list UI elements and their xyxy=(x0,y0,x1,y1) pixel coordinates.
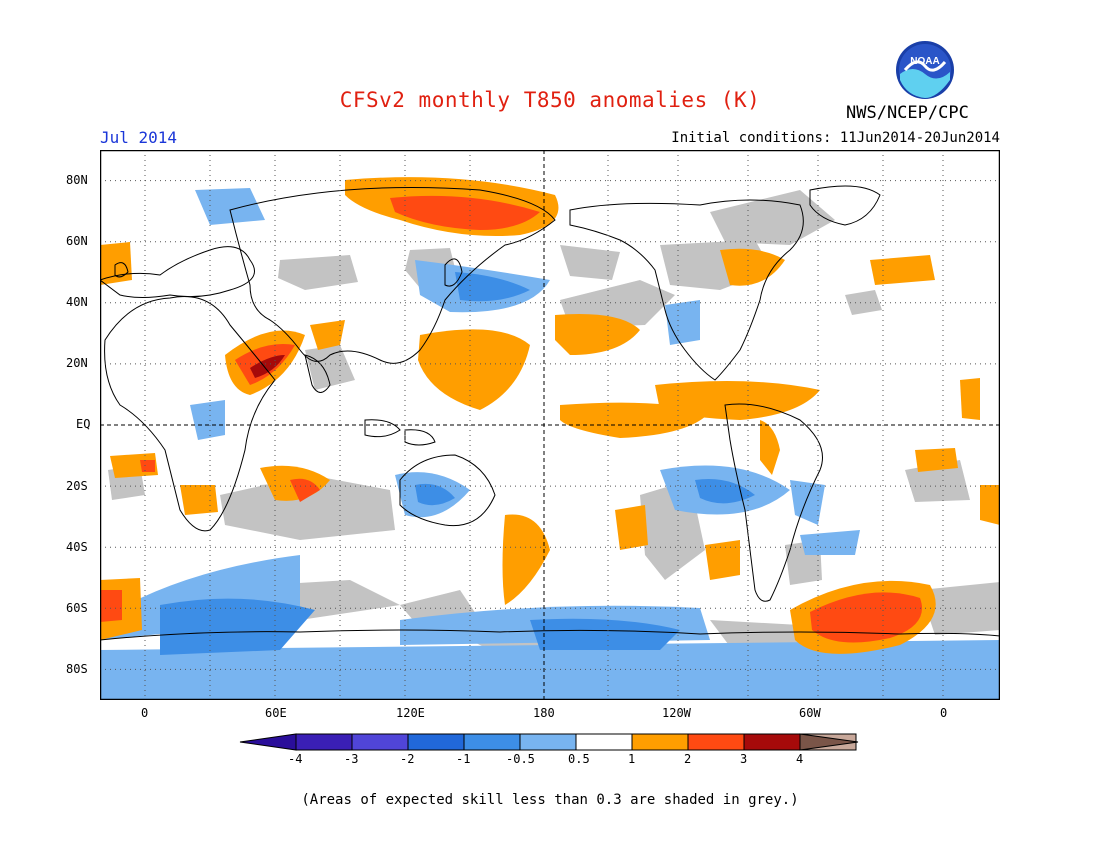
valid-period-label: Jul 2014 xyxy=(100,128,178,147)
colorbar-label: 3 xyxy=(740,752,748,766)
colorbar-label: -3 xyxy=(344,752,359,766)
colorbar-bin xyxy=(743,733,801,751)
colorbar-bin xyxy=(463,733,521,751)
colorbar-label: 1 xyxy=(628,752,636,766)
lat-label: 40S xyxy=(66,540,88,554)
lon-label: 0 xyxy=(141,706,149,720)
colorbar-bin xyxy=(295,733,353,751)
colorbar-label: -1 xyxy=(456,752,471,766)
anomaly-map xyxy=(100,150,1000,700)
map-frame xyxy=(100,150,1000,700)
colorbar-label: 2 xyxy=(684,752,692,766)
lon-label: 60E xyxy=(265,706,287,720)
colorbar xyxy=(239,733,859,751)
lat-label: 60S xyxy=(66,601,88,615)
coastlines xyxy=(100,185,1000,641)
svg-text:NOAA: NOAA xyxy=(910,56,939,67)
colorbar-label: 0.5 xyxy=(568,752,590,766)
positive-anomaly-shading xyxy=(100,177,1000,654)
lon-label: 0 xyxy=(940,706,948,720)
colorbar-bin xyxy=(631,733,689,751)
lon-label: 60W xyxy=(799,706,821,720)
colorbar-label: -0.5 xyxy=(506,752,535,766)
colorbar-bin xyxy=(687,733,745,751)
initial-conditions-label: Initial conditions: 11Jun2014-20Jun2014 xyxy=(671,130,1000,146)
noaa-logo-icon: NOAA xyxy=(896,41,954,99)
skill-footnote: (Areas of expected skill less than 0.3 a… xyxy=(301,792,799,808)
lat-label: 20N xyxy=(66,356,88,370)
lat-label: 80S xyxy=(66,662,88,676)
colorbar-label: 4 xyxy=(796,752,804,766)
reference-lines xyxy=(100,150,1000,700)
negative-anomaly-shading xyxy=(100,188,1000,700)
agency-label: NWS/NCEP/CPC xyxy=(846,103,969,123)
lon-label: 120E xyxy=(396,706,425,720)
lat-label: EQ xyxy=(76,417,91,431)
lat-label: 80N xyxy=(66,173,88,187)
lat-label: 60N xyxy=(66,234,88,248)
colorbar-bin xyxy=(575,733,633,751)
lat-label: 20S xyxy=(66,479,88,493)
colorbar-bin xyxy=(351,733,409,751)
colorbar-high-arrow xyxy=(799,733,859,751)
colorbar-bin xyxy=(519,733,577,751)
colorbar-bins xyxy=(295,733,857,751)
colorbar-bin xyxy=(407,733,465,751)
colorbar-label: -4 xyxy=(288,752,303,766)
colorbar-low-arrow xyxy=(239,733,297,751)
lat-label: 40N xyxy=(66,295,88,309)
colorbar-label: -2 xyxy=(400,752,415,766)
lon-label: 120W xyxy=(662,706,691,720)
lon-label: 180 xyxy=(533,706,555,720)
map-title: CFSv2 monthly T850 anomalies (K) xyxy=(339,88,761,112)
